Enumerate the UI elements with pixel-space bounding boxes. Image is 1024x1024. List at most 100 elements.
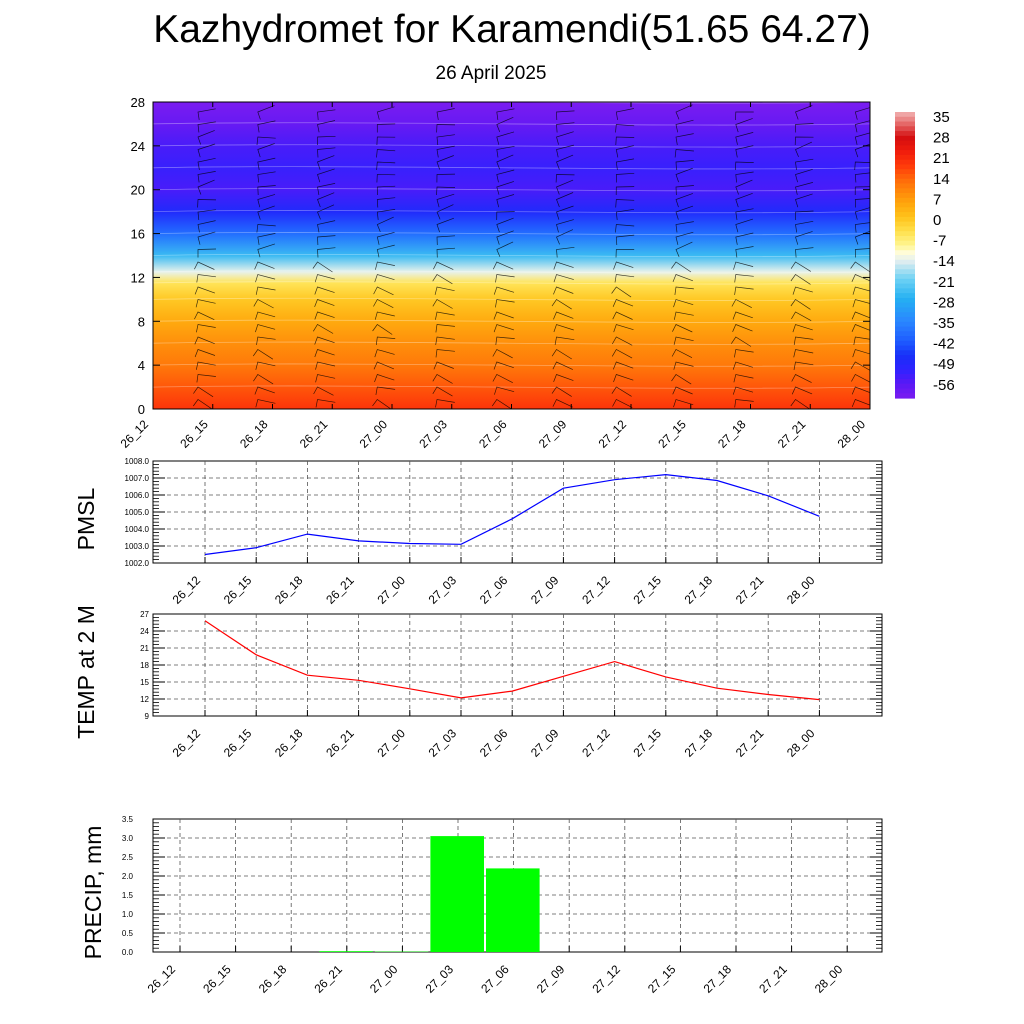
wind-barb	[372, 399, 392, 409]
wind-barb	[197, 171, 216, 183]
wind-barb	[315, 374, 336, 383]
colorbar-label: -28	[933, 294, 955, 311]
wind-barb	[376, 209, 396, 220]
wind-barb	[313, 386, 334, 396]
wind-barb	[556, 219, 574, 233]
x-tick-label: 27_00	[374, 726, 408, 760]
wind-barb	[735, 179, 753, 195]
wind-barb	[851, 399, 870, 408]
wind-barb	[436, 155, 454, 170]
wind-barb	[854, 186, 870, 196]
contour-line	[153, 144, 870, 148]
wind-barb	[376, 174, 396, 183]
colorbar-segment	[895, 297, 915, 304]
x-tick-label: 28_00	[835, 417, 869, 451]
x-tick-label: 27_09	[528, 726, 562, 760]
wind-barb	[556, 154, 574, 170]
wind-barb	[253, 374, 274, 385]
wind-barb	[556, 122, 575, 133]
colorbar-label: -49	[933, 356, 955, 373]
wind-barb	[731, 336, 752, 347]
x-tick-label: 26_21	[323, 726, 357, 760]
wind-barb	[913, 275, 933, 283]
wind-barb	[193, 386, 214, 398]
wind-barb	[255, 361, 276, 370]
wind-barb	[611, 336, 633, 346]
wind-barb	[314, 336, 335, 345]
colorbar-label: 7	[933, 191, 941, 208]
wind-barb	[436, 186, 456, 196]
colorbar-segment	[895, 269, 915, 275]
wind-barb	[194, 261, 215, 270]
wind-barb	[673, 311, 694, 320]
wind-barb	[435, 399, 455, 408]
x-tick-label: 26_18	[272, 573, 306, 607]
colorbar-segment	[895, 355, 915, 361]
wind-barb	[615, 186, 635, 196]
pmsl-panel: 1002.0 1003.0 1004.0 1005.0 1006.0 1007.0 1008…	[73, 457, 883, 607]
wind-barb	[314, 274, 335, 283]
wind-barb	[197, 130, 215, 145]
x-tick-label: 27_03	[426, 726, 460, 760]
wind-barb	[496, 131, 515, 145]
colorbar-segment	[895, 116, 915, 123]
wind-barb	[854, 132, 870, 145]
wind-barb	[433, 261, 454, 270]
wind-barb	[795, 231, 813, 245]
wind-barb	[314, 299, 335, 308]
y-tick-label: 2.5	[122, 853, 134, 862]
wind-barb	[735, 132, 754, 145]
wind-barb	[915, 233, 933, 245]
colorbar-segment	[895, 154, 915, 161]
colorbar-segment	[895, 259, 915, 266]
wind-barb	[493, 311, 514, 320]
wind-barb	[551, 386, 572, 397]
colorbar-segment	[895, 378, 915, 385]
wind-barb	[493, 286, 515, 295]
wind-barb	[496, 145, 515, 158]
wind-barb	[795, 123, 814, 133]
x-tick-label: 26_21	[297, 417, 331, 451]
wind-barb	[615, 145, 634, 158]
wind-barb	[197, 121, 216, 133]
wind-barb	[552, 399, 573, 408]
x-tick-label: 27_06	[476, 417, 510, 451]
x-tick-label: 27_15	[655, 417, 689, 451]
y-tick-label: 1007.0	[125, 474, 150, 483]
wind-barb	[734, 399, 754, 408]
wind-barb	[675, 104, 693, 120]
wind-barb	[914, 200, 933, 208]
wind-barb	[556, 131, 574, 145]
wind-barb	[432, 274, 453, 285]
wind-barb	[317, 135, 336, 146]
wind-barb	[196, 374, 216, 383]
x-tick-label: 26_21	[323, 573, 357, 607]
y-tick-label: 0.0	[122, 948, 134, 957]
colorbar-segment	[895, 388, 915, 394]
colorbar-label: -21	[933, 274, 955, 291]
wind-barb	[613, 261, 634, 270]
wind-barb	[793, 361, 814, 370]
wind-barb	[734, 286, 754, 295]
wind-barb	[792, 286, 813, 295]
colorbar-segment	[895, 245, 915, 251]
colorbar-segment	[895, 336, 915, 342]
wind-barb	[551, 299, 572, 310]
precip-bar	[486, 868, 540, 952]
wind-barb	[376, 149, 396, 158]
x-tick-label: 27_18	[682, 726, 716, 760]
colorbar: 35 28 21 14 7 0 -7 -14 -21 -28 -35 -42 -49 -56	[895, 109, 955, 399]
x-tick-label: 27_12	[589, 962, 623, 996]
wind-barb	[496, 211, 515, 221]
colorbar-segment	[895, 393, 915, 399]
wind-barb	[317, 220, 336, 233]
wind-barb	[671, 374, 692, 385]
wind-barb	[314, 286, 335, 295]
wind-barb	[675, 231, 694, 245]
wind-barb	[914, 175, 933, 183]
heatmap-fill	[153, 102, 870, 409]
wind-barb	[915, 243, 932, 257]
colorbar-label: -56	[933, 377, 955, 394]
wind-barb	[790, 261, 811, 272]
wind-barb	[854, 248, 870, 258]
